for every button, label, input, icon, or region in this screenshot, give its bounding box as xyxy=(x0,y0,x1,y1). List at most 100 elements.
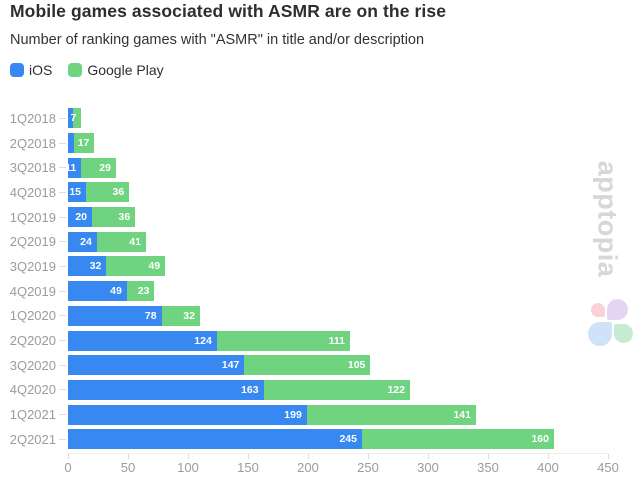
bar-value-label: 11 xyxy=(65,161,77,174)
legend: iOS Google Play xyxy=(0,49,640,78)
x-axis-tick-mark xyxy=(428,454,429,459)
bar-value-label: 49 xyxy=(110,285,122,298)
row-tick-dash xyxy=(59,389,66,391)
bar-value-label: 17 xyxy=(77,137,90,150)
row-tick-dash xyxy=(59,290,66,292)
logo-petal-top-left xyxy=(591,303,605,317)
stacked-bar: 124 111 xyxy=(68,330,608,351)
x-axis-tick-label: 0 xyxy=(64,460,72,475)
bar-value-label: 49 xyxy=(148,260,161,273)
chart-title: Mobile games associated with ASMR are on… xyxy=(10,1,447,21)
legend-item-google-play: Google Play xyxy=(68,62,164,78)
stacked-bar: 245 160 xyxy=(68,429,608,450)
bar-row: 2Q2021 245 160 xyxy=(0,427,640,452)
y-axis-label: 1Q2021 xyxy=(9,407,56,423)
logo-petal-top-right xyxy=(607,299,628,320)
x-axis-tick-mark xyxy=(128,454,129,459)
watermark-text: apptopia xyxy=(592,160,623,278)
stacked-bar: 32 49 xyxy=(68,256,608,277)
y-axis-label: 1Q2018 xyxy=(9,110,56,126)
row-tick-dash xyxy=(59,216,66,218)
row-tick-dash xyxy=(59,191,66,193)
row-tick-dash xyxy=(59,117,66,119)
bar-row: 1Q2021 199 141 xyxy=(0,402,640,427)
bar-segment-google-play: 111 xyxy=(216,330,350,351)
y-axis-label: 1Q2019 xyxy=(9,209,56,225)
bar-row: 1Q2018 7 xyxy=(0,106,640,131)
bar-value-label: 32 xyxy=(183,309,195,322)
stacked-bar: 199 141 xyxy=(68,404,608,425)
x-axis-tick-mark xyxy=(548,454,549,459)
bar-row: 3Q2020 147 105 xyxy=(0,353,640,378)
bar-row: 3Q2018 11 29 xyxy=(0,155,640,180)
x-axis-tick-mark xyxy=(488,454,489,459)
logo-petal-bottom-left xyxy=(588,322,612,346)
bar-value-label: 141 xyxy=(453,408,471,421)
bar-value-label: 78 xyxy=(144,309,157,322)
stacked-bar: 78 32 xyxy=(68,305,608,326)
x-axis-tick-mark xyxy=(68,454,69,459)
bar-value-label: 23 xyxy=(137,285,150,298)
row-tick-dash xyxy=(59,142,66,144)
bar-segment-ios xyxy=(68,108,73,129)
legend-swatch xyxy=(68,63,83,77)
bar-segment-google-play: 160 xyxy=(362,429,554,450)
x-axis-tick-label: 250 xyxy=(357,460,379,475)
x-axis-tick-label: 100 xyxy=(177,460,199,475)
stacked-bar: 17 xyxy=(68,133,608,154)
bar-row: 4Q2018 15 36 xyxy=(0,180,640,205)
bar-value-label: 29 xyxy=(99,161,111,174)
x-axis-tick-mark xyxy=(308,454,309,459)
bar-segment-ios: 78 xyxy=(68,305,162,326)
x-axis-tick-label: 350 xyxy=(477,460,499,475)
bar-row: 4Q2020 163 122 xyxy=(0,378,640,403)
stacked-bar: 7 xyxy=(68,108,608,129)
bar-segment-ios xyxy=(68,133,74,154)
bar-segment-ios: 147 xyxy=(68,355,245,376)
x-axis-tick-mark xyxy=(608,454,609,459)
bar-segment-google-play: 32 xyxy=(161,305,200,326)
apptopia-logo xyxy=(588,296,634,352)
bar-value-label: 160 xyxy=(531,433,549,446)
bar-segment-ios: 11 xyxy=(65,157,82,178)
bar-value-label: 122 xyxy=(387,383,405,396)
row-tick-dash xyxy=(59,167,66,169)
bar-row: 1Q2020 78 32 xyxy=(0,304,640,329)
y-axis-label: 3Q2020 xyxy=(9,357,56,373)
y-axis-label: 2Q2021 xyxy=(9,431,56,447)
x-axis-tick-label: 150 xyxy=(237,460,259,475)
bar-segment-google-play: 36 xyxy=(92,207,136,228)
bar-row: 4Q2019 49 23 xyxy=(0,279,640,304)
y-axis-label: 2Q2020 xyxy=(9,333,56,349)
logo-petal-bottom-right xyxy=(614,324,633,343)
bar-segment-google-play: 141 xyxy=(306,404,476,425)
row-tick-dash xyxy=(59,315,66,317)
bar-value-label: 24 xyxy=(80,235,92,248)
bar-segment-ios: 124 xyxy=(68,330,217,351)
bar-value-label: 20 xyxy=(75,211,87,224)
bar-value-label: 147 xyxy=(221,359,240,372)
bar-value-label: 7 xyxy=(70,112,77,125)
stacked-bar: 15 36 xyxy=(68,182,608,203)
bar-segment-google-play: 105 xyxy=(244,355,371,376)
bar-value-label: 124 xyxy=(194,334,212,347)
x-axis-tick-mark xyxy=(248,454,249,459)
bar-value-label: 15 xyxy=(69,186,81,199)
bar-segment-ios: 20 xyxy=(68,207,92,228)
bar-segment-ios: 245 xyxy=(68,429,362,450)
x-axis-tick-label: 450 xyxy=(597,460,619,475)
bar-row: 2Q2019 24 41 xyxy=(0,229,640,254)
legend-item-ios: iOS xyxy=(10,62,52,78)
bar-segment-google-play: 122 xyxy=(263,379,410,400)
legend-swatch xyxy=(10,63,24,77)
bar-row: 1Q2019 20 36 xyxy=(0,205,640,230)
stacked-bar: 49 23 xyxy=(68,281,608,302)
x-axis-tick-label: 400 xyxy=(537,460,559,475)
bar-segment-google-play: 7 xyxy=(70,108,82,129)
stacked-bar: 24 41 xyxy=(68,231,608,252)
bar-value-label: 32 xyxy=(89,260,102,273)
y-axis-label: 1Q2020 xyxy=(9,308,56,324)
bar-segment-ios: 24 xyxy=(68,231,97,252)
y-axis-label: 3Q2018 xyxy=(9,160,56,176)
